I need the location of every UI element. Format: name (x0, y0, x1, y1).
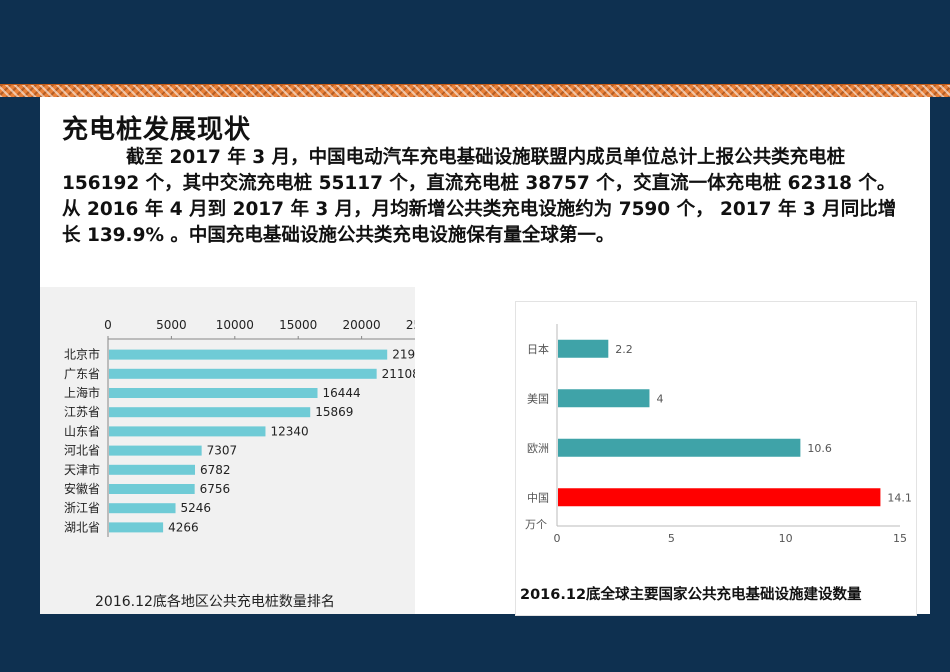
global-unit-label: 万个 (525, 518, 547, 531)
global-category-label: 中国 (527, 491, 549, 504)
regional-category-label: 上海市 (64, 385, 100, 400)
header-band (0, 0, 950, 84)
regional-chart-caption: 2016.12底各地区公共充电桩数量排名 (95, 591, 335, 611)
regional-value-label: 15869 (315, 405, 353, 419)
charts-panel: 0 5000 10000 15000 20000 25000 北京市 21940 广东省 2110… (40, 287, 930, 614)
global-x-tick-label: 15 (893, 532, 907, 545)
regional-category-label: 安徽省 (64, 481, 100, 496)
regional-x-tick-label: 20000 (343, 318, 381, 332)
regional-x-tick-label: 25000 (406, 318, 415, 332)
regional-category-label: 北京市 (64, 347, 100, 362)
global-chart-caption: 2016.12底全球主要国家公共充电基础设施建设数量 (520, 583, 862, 604)
regional-bar (109, 350, 387, 360)
global-chart-container: 日本 2.2 美国 4 欧洲 10.6 中国 14.1 0 5 10 15 万个 (515, 301, 917, 616)
regional-value-label: 21940 (392, 348, 415, 362)
regional-x-tick-label: 15000 (279, 318, 317, 332)
regional-bar (109, 369, 377, 379)
regional-value-label: 16444 (323, 386, 361, 400)
regional-value-label: 4266 (168, 520, 199, 534)
global-x-tick-label: 0 (554, 532, 561, 545)
regional-value-label: 6756 (200, 482, 231, 496)
global-x-tick-label: 5 (668, 532, 675, 545)
regional-x-tick-label: 5000 (156, 318, 187, 332)
global-bar (558, 488, 880, 506)
regional-bar (109, 503, 176, 513)
regional-bar (109, 388, 318, 398)
regional-bar-chart: 0 5000 10000 15000 20000 25000 北京市 21940 广东省 2110… (40, 287, 415, 614)
regional-bar (109, 426, 265, 436)
regional-bar (109, 484, 195, 494)
regional-value-label: 7307 (207, 444, 238, 458)
global-bar-chart: 日本 2.2 美国 4 欧洲 10.6 中国 14.1 0 5 10 15 万个 (516, 302, 916, 572)
regional-bar (109, 407, 310, 417)
regional-category-label: 浙江省 (64, 501, 100, 515)
regional-x-tick-label: 0 (104, 318, 112, 332)
regional-category-label: 广东省 (64, 367, 100, 381)
text-panel: 充电桩发展现状 截至 2017 年 3 月，中国电动汽车充电基础设施联盟内成员单… (40, 97, 930, 287)
regional-chart-container: 0 5000 10000 15000 20000 25000 北京市 21940 广东省 2110… (40, 287, 415, 614)
regional-category-label: 湖北省 (64, 519, 100, 534)
regional-bar (109, 446, 202, 456)
regional-value-label: 6782 (200, 463, 231, 477)
global-bar (558, 439, 800, 457)
regional-value-label: 5246 (181, 501, 212, 515)
regional-x-tick-label: 10000 (216, 318, 254, 332)
regional-value-label: 12340 (270, 424, 308, 438)
global-value-label: 14.1 (887, 491, 912, 504)
decorative-border (0, 84, 950, 98)
summary-paragraph: 截至 2017 年 3 月，中国电动汽车充电基础设施联盟内成员单位总计上报公共类… (62, 145, 912, 249)
regional-bar (109, 465, 195, 475)
global-bar (558, 389, 649, 407)
global-category-label: 日本 (527, 342, 549, 356)
global-category-label: 欧洲 (527, 442, 549, 455)
slide-title: 充电桩发展现状 (62, 109, 251, 146)
global-value-label: 2.2 (615, 343, 633, 356)
regional-category-label: 河北省 (64, 444, 100, 458)
regional-bar (109, 522, 163, 532)
regional-value-label: 21108 (382, 367, 415, 381)
global-x-tick-label: 10 (779, 532, 793, 545)
regional-category-label: 江苏省 (64, 405, 100, 419)
regional-category-label: 天津市 (64, 462, 100, 477)
global-value-label: 4 (656, 392, 663, 405)
global-value-label: 10.6 (807, 442, 832, 455)
global-bar (558, 340, 608, 358)
global-category-label: 美国 (527, 392, 549, 405)
regional-category-label: 山东省 (64, 424, 100, 438)
